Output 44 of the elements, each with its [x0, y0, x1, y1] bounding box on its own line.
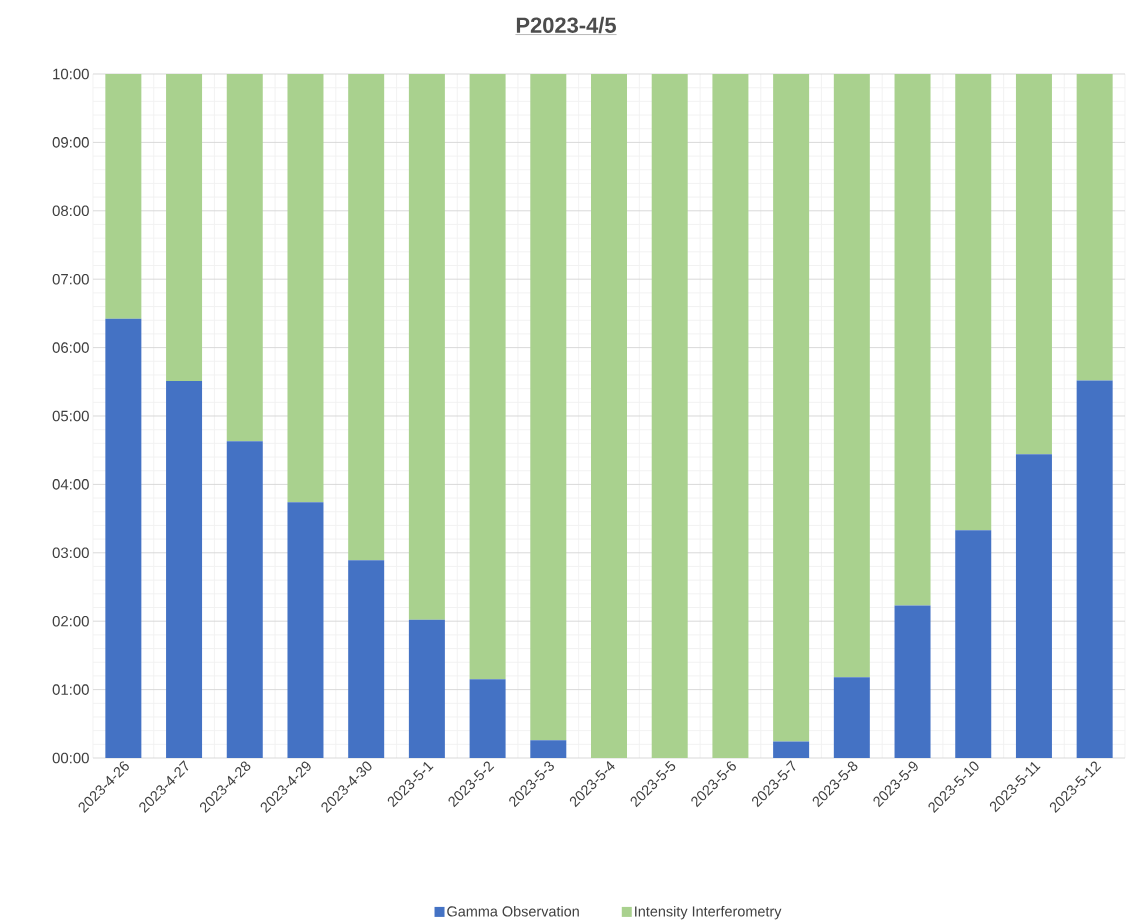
y-tick-label: 07:00	[52, 273, 89, 285]
bar	[105, 318, 142, 758]
bar	[408, 619, 445, 758]
bar	[712, 73, 749, 758]
y-tick-label: 01:00	[52, 684, 89, 695]
bar	[530, 73, 567, 741]
bar	[894, 73, 931, 606]
legend-label: Intensity Interferometry	[635, 905, 782, 920]
y-tick-label: 03:00	[52, 547, 89, 559]
bar	[833, 73, 870, 678]
bar	[287, 502, 324, 758]
bar	[894, 605, 931, 758]
bar	[226, 73, 263, 442]
y-tick-label: 04:00	[52, 479, 89, 490]
bar	[469, 679, 506, 758]
bar	[833, 677, 870, 758]
y-tick-label: 06:00	[52, 342, 89, 353]
bar	[1076, 380, 1113, 758]
y-tick-label: 08:00	[52, 205, 89, 217]
bar	[955, 73, 992, 531]
bar	[166, 381, 203, 758]
y-tick-label: 10:00	[53, 68, 89, 80]
chart-title: P2023-4/5	[516, 16, 616, 34]
bar	[591, 73, 627, 758]
y-tick-label: 09:00	[52, 137, 89, 148]
bar	[348, 560, 385, 758]
bar	[166, 73, 203, 382]
bar	[226, 441, 263, 758]
legend-label: Gamma Observation	[447, 905, 579, 917]
bar	[105, 73, 142, 319]
bar	[1015, 454, 1052, 758]
bar	[530, 740, 567, 758]
bar	[1076, 73, 1113, 381]
bar	[469, 73, 506, 680]
bar	[1015, 73, 1052, 455]
bar	[408, 73, 445, 620]
bar	[773, 73, 810, 742]
bar	[651, 73, 688, 758]
bar	[348, 73, 385, 561]
y-tick-label: 02:00	[52, 615, 89, 627]
bar	[955, 530, 992, 758]
bar	[773, 741, 810, 758]
y-tick-label: 05:00	[52, 410, 89, 422]
bar	[287, 73, 324, 503]
